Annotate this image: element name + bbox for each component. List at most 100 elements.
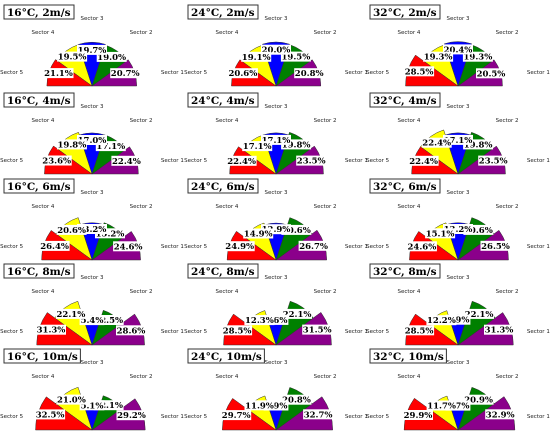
sector-label: Sector 1 (345, 158, 368, 164)
value-label-box (242, 141, 273, 152)
value-label-box (462, 51, 493, 62)
sector-label: Sector 2 (314, 118, 337, 124)
sector-label: Sector 4 (397, 289, 420, 295)
panel-title-box (369, 178, 441, 194)
panel: Sector 1 Sector 2 Sector 3 Sector 4 Sector 5… (0, 92, 184, 175)
value-label: 22.4% (409, 157, 438, 167)
value-label: 24.6% (114, 242, 143, 252)
value-label-box (241, 51, 272, 62)
sector-label: Sector 3 (447, 104, 470, 110)
panel: Sector 1 Sector 2 Sector 3 Sector 4 Sector 5… (0, 178, 184, 261)
value-label-box (93, 315, 124, 325)
sector-label: Sector 5 (184, 158, 207, 164)
value-label-box (95, 141, 126, 152)
value-label-box (296, 155, 327, 166)
sector-label: Sector 2 (130, 118, 153, 124)
sector-label: Sector 2 (130, 289, 153, 295)
sector-label: Sector 1 (161, 158, 184, 164)
sector-label: Sector 2 (496, 118, 519, 124)
value-label: 22.4% (112, 157, 141, 167)
value-label: 13.2% (444, 225, 473, 235)
value-label-box (226, 155, 257, 166)
value-label: 20.6% (57, 226, 86, 236)
value-label: 26.4% (40, 242, 69, 252)
panel: Sector 1 Sector 2 Sector 3 Sector 4 Sector 5… (366, 348, 550, 431)
value-label-box (445, 314, 471, 325)
value-label-box (485, 409, 516, 420)
panel: Sector 1 Sector 2 Sector 3 Sector 4 Sector 5… (366, 4, 550, 87)
value-label-box (463, 139, 494, 150)
value-label: 5.1% (81, 401, 104, 411)
value-label-box (480, 240, 511, 251)
value-label-box (303, 409, 334, 420)
value-label-box (302, 324, 333, 335)
value-label: 20.4% (444, 45, 473, 55)
value-label: 20.6% (229, 69, 258, 79)
sector-label: Sector 3 (81, 275, 104, 281)
value-label: 4.7% (447, 402, 470, 412)
value-label: 5.9% (447, 316, 470, 326)
sector-label: Sector 1 (161, 329, 184, 335)
value-label-box (55, 308, 86, 319)
panel-title-box (187, 92, 259, 108)
value-label: 19.5% (282, 53, 311, 63)
value-label-box (261, 224, 291, 235)
sector-label: Sector 5 (366, 244, 389, 250)
value-label: 5.6% (265, 316, 288, 326)
value-label: 17.1% (243, 142, 272, 152)
sector-label: Sector 4 (397, 374, 420, 380)
sector-label: Sector 5 (0, 70, 23, 76)
value-label-box (261, 134, 291, 145)
value-label: 4.9% (265, 402, 288, 412)
value-label: 22.1% (465, 310, 494, 320)
value-label-box (484, 324, 514, 335)
value-label: 22.1% (283, 310, 312, 320)
sector-label: Sector 4 (397, 118, 420, 124)
panel-title: 32°C, 4m/s (373, 95, 437, 107)
sector-label: Sector 1 (527, 70, 550, 76)
value-label: 12.3% (245, 316, 274, 326)
value-label: 28.5% (223, 326, 252, 336)
sector-label: Sector 1 (527, 414, 550, 420)
panel-title-box (3, 263, 75, 279)
value-label: 29.7% (222, 411, 251, 421)
value-label: 29.2% (117, 411, 146, 421)
panel: Sector 1 Sector 2 Sector 3 Sector 4 Sector 5… (0, 348, 184, 431)
value-label: 17.0% (78, 136, 107, 146)
value-label: 20.9% (464, 396, 493, 406)
value-label: 26.5% (481, 242, 510, 252)
sector-label: Sector 5 (184, 244, 207, 250)
value-label: 21.0% (57, 396, 86, 406)
sector-label: Sector 2 (496, 30, 519, 36)
value-label-box (426, 400, 457, 411)
value-label: 20.8% (295, 69, 324, 79)
sector-label: Sector 5 (184, 414, 207, 420)
value-label: 32.9% (486, 410, 515, 420)
value-label: 11.9% (245, 401, 274, 411)
sector-label: Sector 3 (81, 16, 104, 22)
value-label: 29.9% (404, 411, 433, 421)
sector-label: Sector 1 (345, 244, 368, 250)
value-label: 15.2% (96, 229, 125, 239)
value-label: 28.6% (117, 326, 146, 336)
value-label: 14.9% (244, 230, 273, 240)
sector-label: Sector 2 (496, 204, 519, 210)
panel: Sector 1 Sector 2 Sector 3 Sector 4 Sector 5… (366, 92, 550, 175)
sector-label: Sector 5 (184, 329, 207, 335)
panel-title: 24°C, 10m/s (191, 351, 262, 363)
sector-label: Sector 3 (447, 360, 470, 366)
sector-label: Sector 3 (447, 275, 470, 281)
value-label-box (443, 44, 473, 55)
value-label: 32.5% (36, 410, 65, 420)
value-label-box (36, 324, 66, 335)
value-label: 17.1% (96, 142, 125, 152)
value-label-box (443, 134, 473, 145)
panel-title-box (369, 4, 441, 20)
value-label-box (244, 400, 275, 411)
sector-label: Sector 5 (0, 158, 23, 164)
panel-title: 24°C, 4m/s (191, 95, 255, 107)
panel-title-box (187, 178, 259, 194)
value-label-box (294, 68, 325, 79)
panel: Sector 1 Sector 2 Sector 3 Sector 4 Sector 5… (184, 92, 368, 175)
